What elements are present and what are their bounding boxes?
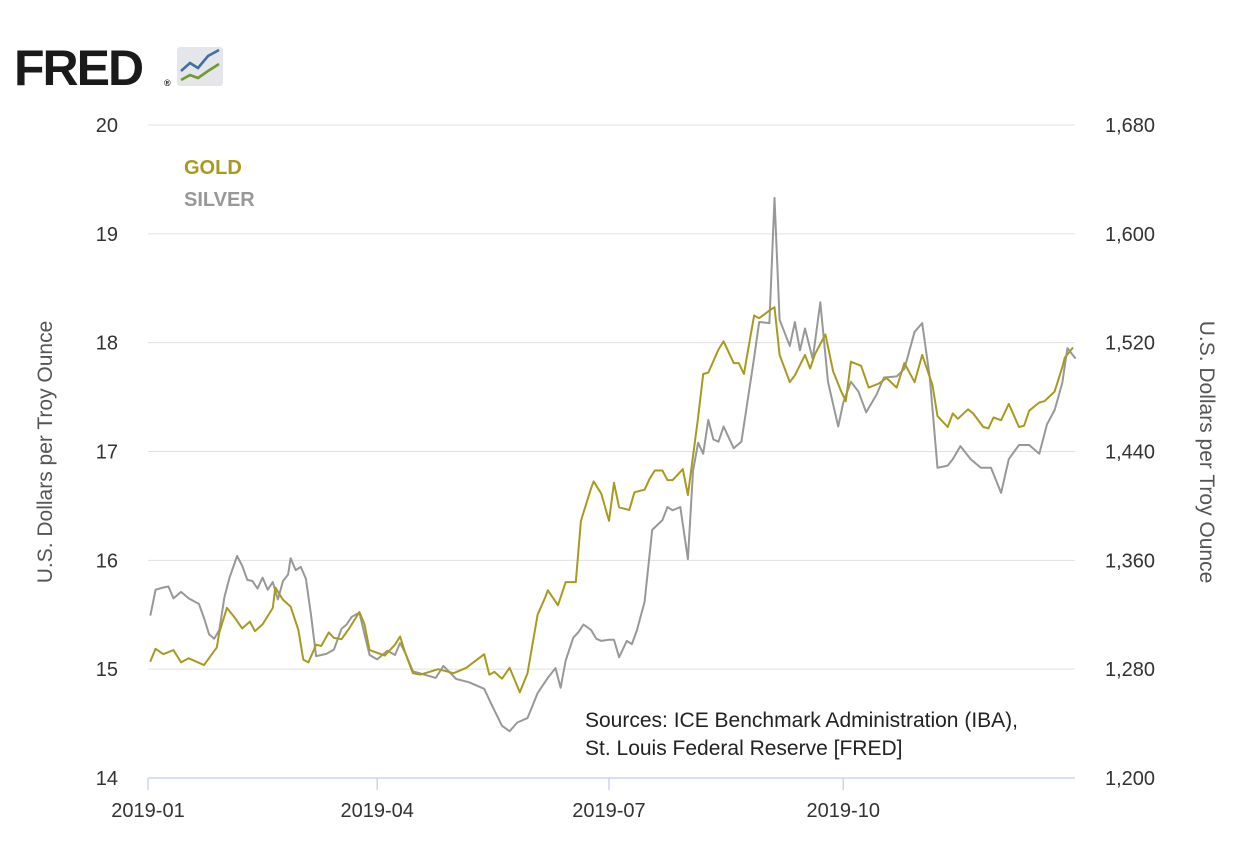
series-line-gold[interactable] xyxy=(149,306,1074,694)
y-right-tick-label: 1,360 xyxy=(1105,550,1155,572)
y-right-tick-label: 1,520 xyxy=(1105,333,1155,355)
x-axis: 2019-01 2019-04 2019-07 2019-10 xyxy=(111,778,880,822)
legend: GOLD SILVER xyxy=(184,157,255,211)
sources-line-2: St. Louis Federal Reserve [FRED] xyxy=(585,737,902,760)
series-line-silver[interactable] xyxy=(149,196,1076,733)
y-left-tick-label: 19 xyxy=(96,224,118,246)
y-left-tick-label: 14 xyxy=(96,768,118,790)
y-left-tick-label: 15 xyxy=(96,659,118,681)
fred-logo-text: FRED xyxy=(14,40,143,96)
fred-logo-graph-icon xyxy=(177,47,223,86)
gridlines xyxy=(148,124,1075,670)
fred-logo[interactable]: FRED ® xyxy=(14,40,223,96)
y-axis-right: 1,200 1,280 1,360 1,440 1,520 1,600 1,680 xyxy=(1105,115,1155,790)
y-axis-left-title: U.S. Dollars per Troy Ounce xyxy=(34,321,57,584)
y-left-tick-label: 18 xyxy=(96,333,118,355)
legend-gold[interactable]: GOLD xyxy=(184,157,242,179)
sources-note: Sources: ICE Benchmark Administration (I… xyxy=(585,709,1018,760)
y-right-tick-label: 1,200 xyxy=(1105,768,1155,790)
legend-silver[interactable]: SILVER xyxy=(184,189,255,211)
y-right-tick-label: 1,280 xyxy=(1105,659,1155,681)
y-left-tick-label: 17 xyxy=(96,442,118,464)
y-right-tick-label: 1,600 xyxy=(1105,224,1155,246)
y-axis-left: 14 15 16 17 18 19 20 xyxy=(96,115,118,790)
x-tick-label: 2019-04 xyxy=(341,800,414,822)
y-right-tick-label: 1,440 xyxy=(1105,442,1155,464)
series-layer xyxy=(149,196,1076,733)
y-axis-right-title: U.S. Dollars per Troy Ounce xyxy=(1195,321,1218,584)
x-tick-label: 2019-01 xyxy=(111,800,184,822)
x-tick-label: 2019-10 xyxy=(807,800,880,822)
x-tick-label: 2019-07 xyxy=(572,800,645,822)
y-left-tick-label: 20 xyxy=(96,115,118,137)
fred-logo-registered-mark: ® xyxy=(164,78,171,88)
sources-line-1: Sources: ICE Benchmark Administration (I… xyxy=(585,709,1018,732)
y-left-tick-label: 16 xyxy=(96,550,118,572)
y-right-tick-label: 1,680 xyxy=(1105,115,1155,137)
